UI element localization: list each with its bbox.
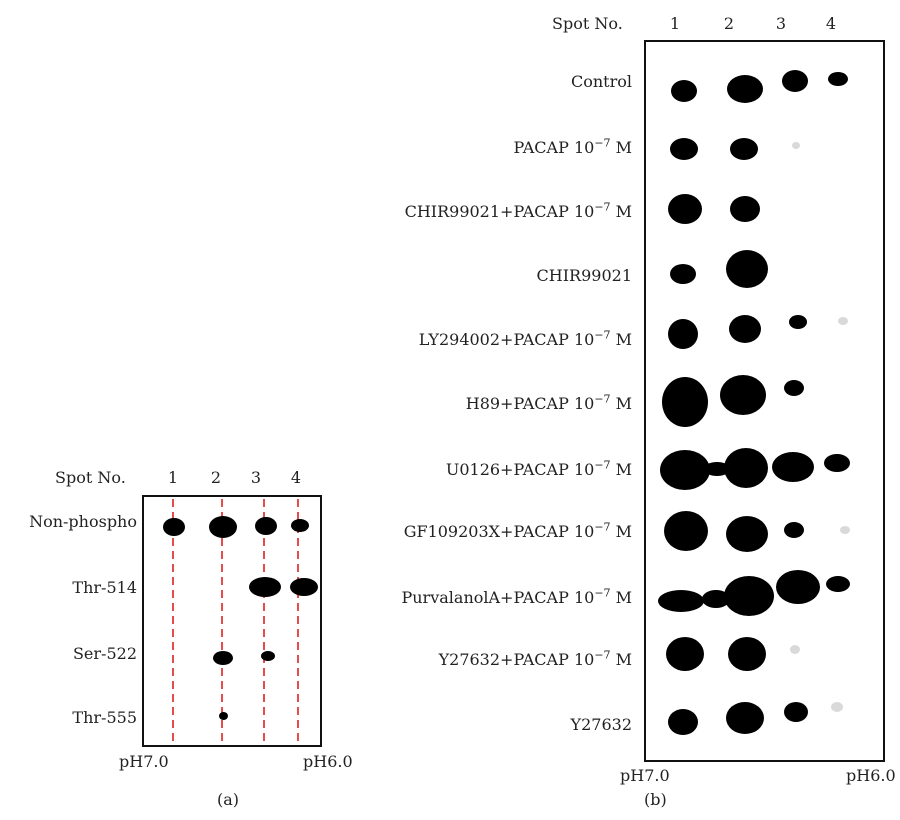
spot bbox=[730, 138, 758, 160]
spot bbox=[726, 250, 768, 288]
panel-b-spot-number-1: 1 bbox=[669, 14, 681, 33]
panel-b-caption: (b) bbox=[644, 790, 667, 809]
panel-b-ph-left: pH7.0 bbox=[620, 766, 670, 785]
spot bbox=[729, 315, 761, 343]
spot bbox=[670, 138, 698, 160]
spot bbox=[660, 450, 710, 490]
spot bbox=[784, 380, 804, 396]
spot bbox=[670, 264, 696, 284]
panel-b-row-label-4: CHIR99021 bbox=[536, 266, 632, 285]
panel-a-spot-header: Spot No. bbox=[55, 468, 126, 487]
spot bbox=[666, 637, 704, 671]
panel-b-row-label-8: GF109203X+PACAP 10−7 M bbox=[403, 520, 632, 541]
spot bbox=[163, 518, 185, 536]
spot bbox=[255, 517, 277, 535]
panel-a-row-label-2: Thr-514 bbox=[72, 578, 137, 597]
panel-a-ph-right: pH6.0 bbox=[303, 752, 353, 771]
panel-b-gel bbox=[644, 40, 885, 762]
panel-b-spot-number-2: 2 bbox=[723, 14, 735, 33]
panel-b-row-label-10: Y27632+PACAP 10−7 M bbox=[438, 648, 632, 669]
spot bbox=[726, 516, 768, 552]
spot bbox=[784, 702, 808, 722]
spot bbox=[704, 462, 730, 476]
panel-b-row-label-5: LY294002+PACAP 10−7 M bbox=[418, 328, 632, 349]
spot bbox=[249, 577, 281, 597]
panel-a-spot-number-3: 3 bbox=[250, 468, 262, 487]
panel-a-caption: (a) bbox=[217, 790, 240, 809]
spot bbox=[213, 651, 233, 665]
spot bbox=[824, 454, 850, 472]
spot bbox=[789, 315, 807, 329]
spot bbox=[724, 576, 774, 616]
spot bbox=[790, 645, 800, 654]
spot bbox=[209, 516, 237, 538]
panel-a-guide-lines bbox=[172, 499, 299, 743]
panel-b-row-label-6: H89+PACAP 10−7 M bbox=[465, 392, 632, 413]
spot bbox=[726, 702, 764, 734]
panel-b-row-label-11: Y27632 bbox=[570, 715, 632, 734]
spot bbox=[792, 142, 800, 149]
spot bbox=[776, 570, 820, 604]
spot bbox=[219, 712, 228, 720]
spot bbox=[782, 70, 808, 92]
panel-a-row-label-1: Non-phospho bbox=[29, 512, 137, 531]
panel-a-spot-number-4: 4 bbox=[290, 468, 302, 487]
spot bbox=[702, 590, 730, 608]
spot bbox=[261, 651, 275, 661]
spot bbox=[668, 194, 702, 224]
panel-b-row-label-7: U0126+PACAP 10−7 M bbox=[445, 458, 632, 479]
panel-b-ph-right: pH6.0 bbox=[846, 766, 896, 785]
spot bbox=[724, 448, 768, 488]
spot bbox=[727, 75, 763, 103]
spot bbox=[840, 526, 850, 534]
panel-b-row-label-3: CHIR99021+PACAP 10−7 M bbox=[404, 200, 632, 221]
spot bbox=[664, 511, 708, 551]
spot bbox=[671, 80, 697, 102]
spot bbox=[831, 702, 843, 712]
panel-a-ph-left: pH7.0 bbox=[119, 752, 169, 771]
spot bbox=[291, 519, 309, 532]
spot bbox=[668, 709, 698, 735]
spot bbox=[668, 319, 698, 349]
spot bbox=[290, 578, 318, 596]
panel-a-spot-number-1: 1 bbox=[167, 468, 179, 487]
panel-a-gel bbox=[142, 495, 322, 747]
panel-b-row-label-2: PACAP 10−7 M bbox=[513, 136, 632, 157]
panel-b-row-label-9: PurvalanolA+PACAP 10−7 M bbox=[401, 586, 632, 607]
spot bbox=[784, 522, 804, 538]
panel-a-row-label-4: Thr-555 bbox=[72, 708, 137, 727]
spot bbox=[838, 317, 848, 325]
spot bbox=[662, 377, 708, 427]
spot bbox=[772, 452, 814, 482]
spot bbox=[658, 590, 704, 612]
panel-a-spot-number-2: 2 bbox=[210, 468, 222, 487]
spot bbox=[730, 196, 760, 222]
spot bbox=[720, 375, 766, 415]
panel-b-spot-header: Spot No. bbox=[552, 14, 623, 33]
panel-b-spot-number-3: 3 bbox=[775, 14, 787, 33]
panel-b-row-label-1: Control bbox=[570, 72, 632, 91]
panel-a-row-label-3: Ser-522 bbox=[72, 644, 137, 663]
panel-b-spot-number-4: 4 bbox=[825, 14, 837, 33]
spot bbox=[826, 576, 850, 592]
spot bbox=[828, 72, 848, 86]
spot bbox=[728, 637, 766, 671]
